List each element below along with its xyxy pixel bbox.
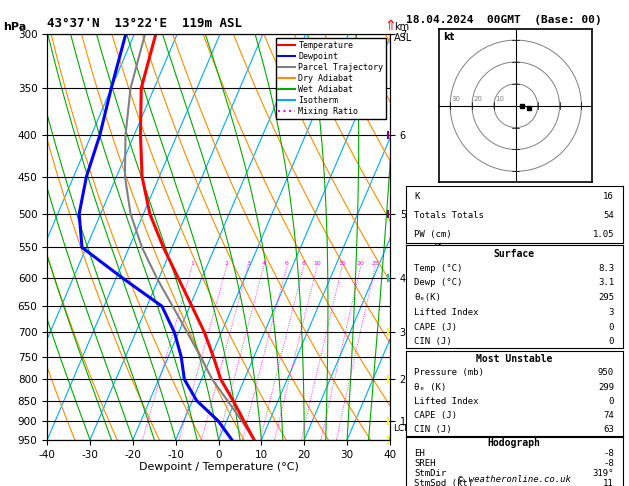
Text: 20: 20 <box>357 261 365 266</box>
Text: 11: 11 <box>603 479 614 486</box>
Text: 950: 950 <box>598 368 614 377</box>
Text: 8: 8 <box>302 261 306 266</box>
Text: SREH: SREH <box>415 459 436 468</box>
Text: Most Unstable: Most Unstable <box>476 354 552 364</box>
Text: 3.1: 3.1 <box>598 278 614 287</box>
Text: StmDir: StmDir <box>415 469 447 478</box>
Text: 3: 3 <box>609 308 614 317</box>
Text: θₑ(K): θₑ(K) <box>415 293 442 302</box>
Text: km
ASL: km ASL <box>394 22 413 43</box>
Text: CIN (J): CIN (J) <box>415 337 452 347</box>
Text: -8: -8 <box>603 459 614 468</box>
Text: PW (cm): PW (cm) <box>415 230 452 239</box>
Text: 10: 10 <box>313 261 321 266</box>
Text: 30: 30 <box>451 96 460 103</box>
Text: 0: 0 <box>609 337 614 347</box>
Text: K: K <box>415 192 420 201</box>
Text: ⇑: ⇑ <box>384 19 396 34</box>
Legend: Temperature, Dewpoint, Parcel Trajectory, Dry Adiabat, Wet Adiabat, Isotherm, Mi: Temperature, Dewpoint, Parcel Trajectory… <box>276 38 386 119</box>
Text: 18.04.2024  00GMT  (Base: 00): 18.04.2024 00GMT (Base: 00) <box>406 15 601 25</box>
Text: Temp (°C): Temp (°C) <box>415 264 463 273</box>
Text: EH: EH <box>415 449 425 458</box>
Text: Mixing Ratio (g/kg): Mixing Ratio (g/kg) <box>437 191 447 283</box>
Text: 74: 74 <box>603 411 614 420</box>
Text: 0: 0 <box>609 397 614 406</box>
Text: -8: -8 <box>603 449 614 458</box>
Text: Dewp (°C): Dewp (°C) <box>415 278 463 287</box>
Text: © weatheronline.co.uk: © weatheronline.co.uk <box>458 474 571 484</box>
Text: 43°37'N  13°22'E  119m ASL: 43°37'N 13°22'E 119m ASL <box>47 17 242 30</box>
Text: θₑ (K): θₑ (K) <box>415 382 447 392</box>
Text: Surface: Surface <box>494 248 535 259</box>
Text: 16: 16 <box>603 192 614 201</box>
Text: 0: 0 <box>609 323 614 331</box>
Text: 54: 54 <box>603 211 614 220</box>
Text: 63: 63 <box>603 425 614 434</box>
Text: 20: 20 <box>473 96 482 103</box>
Text: 2: 2 <box>225 261 229 266</box>
Text: 295: 295 <box>598 293 614 302</box>
Text: Totals Totals: Totals Totals <box>415 211 484 220</box>
Text: kt: kt <box>443 32 455 42</box>
Text: 8.3: 8.3 <box>598 264 614 273</box>
Text: 15: 15 <box>338 261 346 266</box>
Text: Lifted Index: Lifted Index <box>415 308 479 317</box>
X-axis label: Dewpoint / Temperature (°C): Dewpoint / Temperature (°C) <box>138 462 299 472</box>
Text: 6: 6 <box>285 261 289 266</box>
Text: Pressure (mb): Pressure (mb) <box>415 368 484 377</box>
Text: hPa: hPa <box>3 22 26 32</box>
Text: Hodograph: Hodograph <box>487 438 541 448</box>
Text: 299: 299 <box>598 382 614 392</box>
Text: 1: 1 <box>190 261 194 266</box>
Text: CAPE (J): CAPE (J) <box>415 411 457 420</box>
Text: CIN (J): CIN (J) <box>415 425 452 434</box>
Text: 3: 3 <box>246 261 250 266</box>
Text: 1.05: 1.05 <box>593 230 614 239</box>
Text: CAPE (J): CAPE (J) <box>415 323 457 331</box>
Text: StmSpd (kt): StmSpd (kt) <box>415 479 474 486</box>
Text: 319°: 319° <box>593 469 614 478</box>
Text: 4: 4 <box>262 261 266 266</box>
Text: Lifted Index: Lifted Index <box>415 397 479 406</box>
Text: 25: 25 <box>372 261 379 266</box>
Text: 10: 10 <box>495 96 504 103</box>
Text: LCL: LCL <box>393 424 409 433</box>
